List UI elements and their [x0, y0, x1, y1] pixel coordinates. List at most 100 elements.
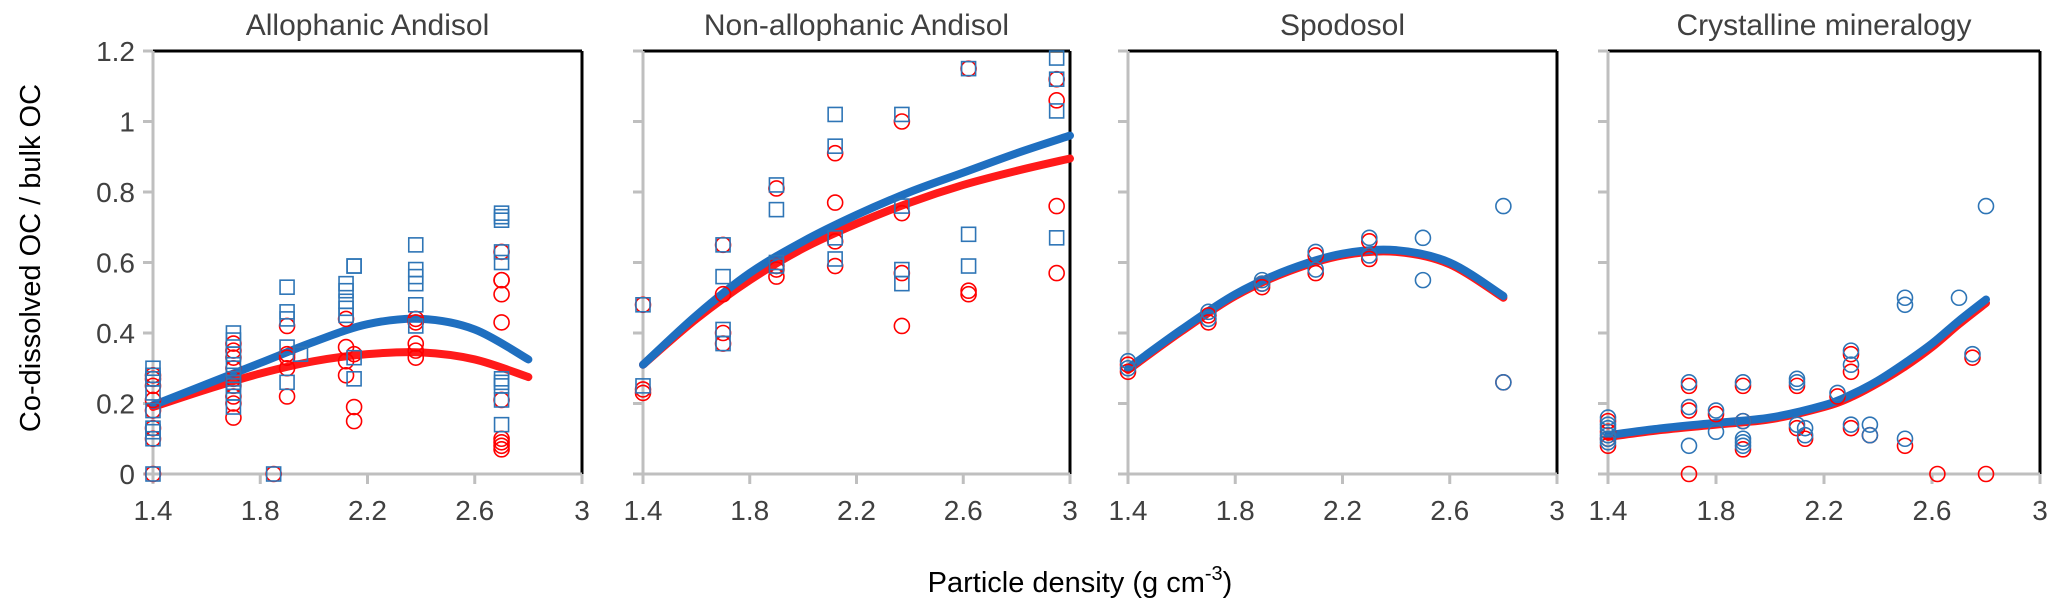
red-circle-marker — [1048, 92, 1065, 109]
blue-circle-marker — [1414, 229, 1432, 247]
blue-square-marker — [635, 296, 651, 313]
x-tick-label: 1.8 — [241, 495, 280, 526]
blue-circle-marker — [1734, 412, 1752, 430]
red-circle-marker — [278, 349, 296, 366]
blue-fit-line — [1604, 295, 1990, 440]
panel-title: Spodosol — [1280, 9, 1405, 42]
blue-square-marker — [960, 226, 977, 243]
blue-square-marker — [768, 201, 785, 218]
red-circle-marker — [960, 285, 977, 303]
x-axis-title: Particle density (g cm-3) — [928, 563, 1233, 599]
red-circle-marker — [1734, 377, 1752, 395]
blue-square-marker — [225, 346, 242, 362]
y-tick-label: 0.8 — [96, 177, 135, 208]
blue-circle-marker — [1861, 416, 1879, 433]
blue-square-marker — [960, 60, 977, 77]
x-tick-label: 2.6 — [455, 495, 494, 526]
blue-square-marker — [346, 349, 362, 366]
blue-square-marker — [292, 346, 309, 362]
blue-circle-marker — [1414, 271, 1432, 289]
blue-square-marker — [894, 275, 910, 292]
panel-title: Crystalline mineralogy — [1676, 9, 1971, 42]
x-tick-label: 3 — [1062, 495, 1078, 526]
blue-square-marker — [265, 466, 282, 482]
blue-square-marker — [827, 138, 843, 154]
blue-circle-marker — [1119, 359, 1137, 377]
blue-square-marker — [225, 356, 242, 373]
x-tick-label: 1.8 — [1216, 495, 1255, 526]
blue-circle-marker — [1495, 197, 1512, 215]
blue-fit-line — [149, 314, 533, 410]
blue-circle-marker — [1680, 437, 1698, 455]
blue-square-marker — [225, 399, 242, 415]
blue-square-marker — [407, 318, 424, 334]
blue-circle-marker — [1896, 430, 1914, 448]
red-fit-line — [639, 154, 1074, 369]
red-fit-line — [1124, 247, 1508, 375]
y-tick-label: 0 — [119, 459, 135, 490]
red-circle-marker — [714, 335, 732, 352]
blue-square-marker — [346, 258, 362, 274]
blue-square-marker — [493, 392, 510, 408]
blue-circle-marker — [1200, 303, 1217, 321]
x-tick-label: 1.4 — [1589, 495, 1628, 526]
blue-square-marker — [279, 279, 295, 295]
blue-square-marker — [1048, 103, 1065, 119]
blue-square-marker — [894, 106, 910, 123]
y-tick-label: 1 — [119, 107, 135, 138]
red-circle-marker — [407, 335, 425, 352]
y-tick-labels: 0 0.2 0.4 0.6 0.8 1 1.2 — [96, 36, 135, 490]
red-circle-marker — [407, 349, 425, 366]
red-circle-marker — [1842, 419, 1860, 437]
red-circle-marker — [337, 366, 355, 384]
x-axis-title-superscript: -3 — [1205, 563, 1223, 585]
blue-circle-marker — [1734, 374, 1752, 391]
blue-circle-marker — [1495, 374, 1512, 391]
x-tick-label: 3 — [2032, 495, 2048, 526]
blue-square-marker — [715, 237, 731, 253]
blue-square-marker — [827, 230, 843, 246]
blue-square-marker — [827, 251, 843, 267]
red-circle-marker — [1896, 437, 1914, 455]
red-circle-marker — [345, 412, 363, 430]
blue-circle-marker — [1361, 247, 1378, 264]
red-circle-marker — [1842, 363, 1860, 381]
blue-circle-marker — [1950, 289, 1968, 307]
red-circle-marker — [714, 285, 732, 303]
blue-square-marker — [1048, 71, 1065, 87]
blue-circle-marker — [1788, 416, 1806, 433]
red-circle-marker — [493, 314, 510, 331]
blue-circle-marker — [1842, 416, 1860, 433]
panel-2: Non-allophanic Andisol 1.4 1.8 2.2 2.6 3 — [624, 9, 1078, 526]
blue-circle-marker — [1861, 426, 1879, 444]
blue-square-marker — [407, 296, 424, 313]
blue-square-marker — [894, 261, 910, 278]
x-tick-label: 2.2 — [1323, 495, 1362, 526]
blue-circle-marker — [1796, 419, 1814, 437]
blue-square-marker — [493, 374, 510, 391]
blue-circle-marker — [1977, 197, 1995, 215]
panel-4: Crystalline mineralogy 1.4 1.8 2.2 2.6 3 — [1589, 9, 2048, 526]
x-tick-label: 1.8 — [730, 495, 769, 526]
x-tick-label: 2.2 — [837, 495, 876, 526]
blue-circle-marker — [1361, 229, 1378, 247]
red-circle-marker — [1048, 70, 1065, 88]
blue-square-marker — [145, 430, 161, 447]
x-tick-label: 2.6 — [1913, 495, 1952, 526]
blue-square-marker — [894, 198, 910, 214]
blue-circle-marker — [1964, 345, 1981, 363]
y-tick-label: 0.6 — [96, 248, 135, 279]
red-circle-marker — [893, 264, 911, 282]
red-circle-marker — [1048, 197, 1065, 215]
blue-fit-line — [1124, 245, 1508, 373]
blue-square-marker — [827, 106, 843, 123]
y-tick-label: 0.4 — [96, 318, 135, 349]
blue-square-marker — [1048, 50, 1065, 66]
blue-square-marker — [635, 378, 651, 394]
red-circle-marker — [1307, 264, 1324, 282]
red-circle-marker — [1680, 465, 1698, 483]
blue-square-marker — [279, 374, 295, 391]
blue-square-marker — [768, 177, 785, 193]
blue-square-marker — [338, 282, 354, 299]
